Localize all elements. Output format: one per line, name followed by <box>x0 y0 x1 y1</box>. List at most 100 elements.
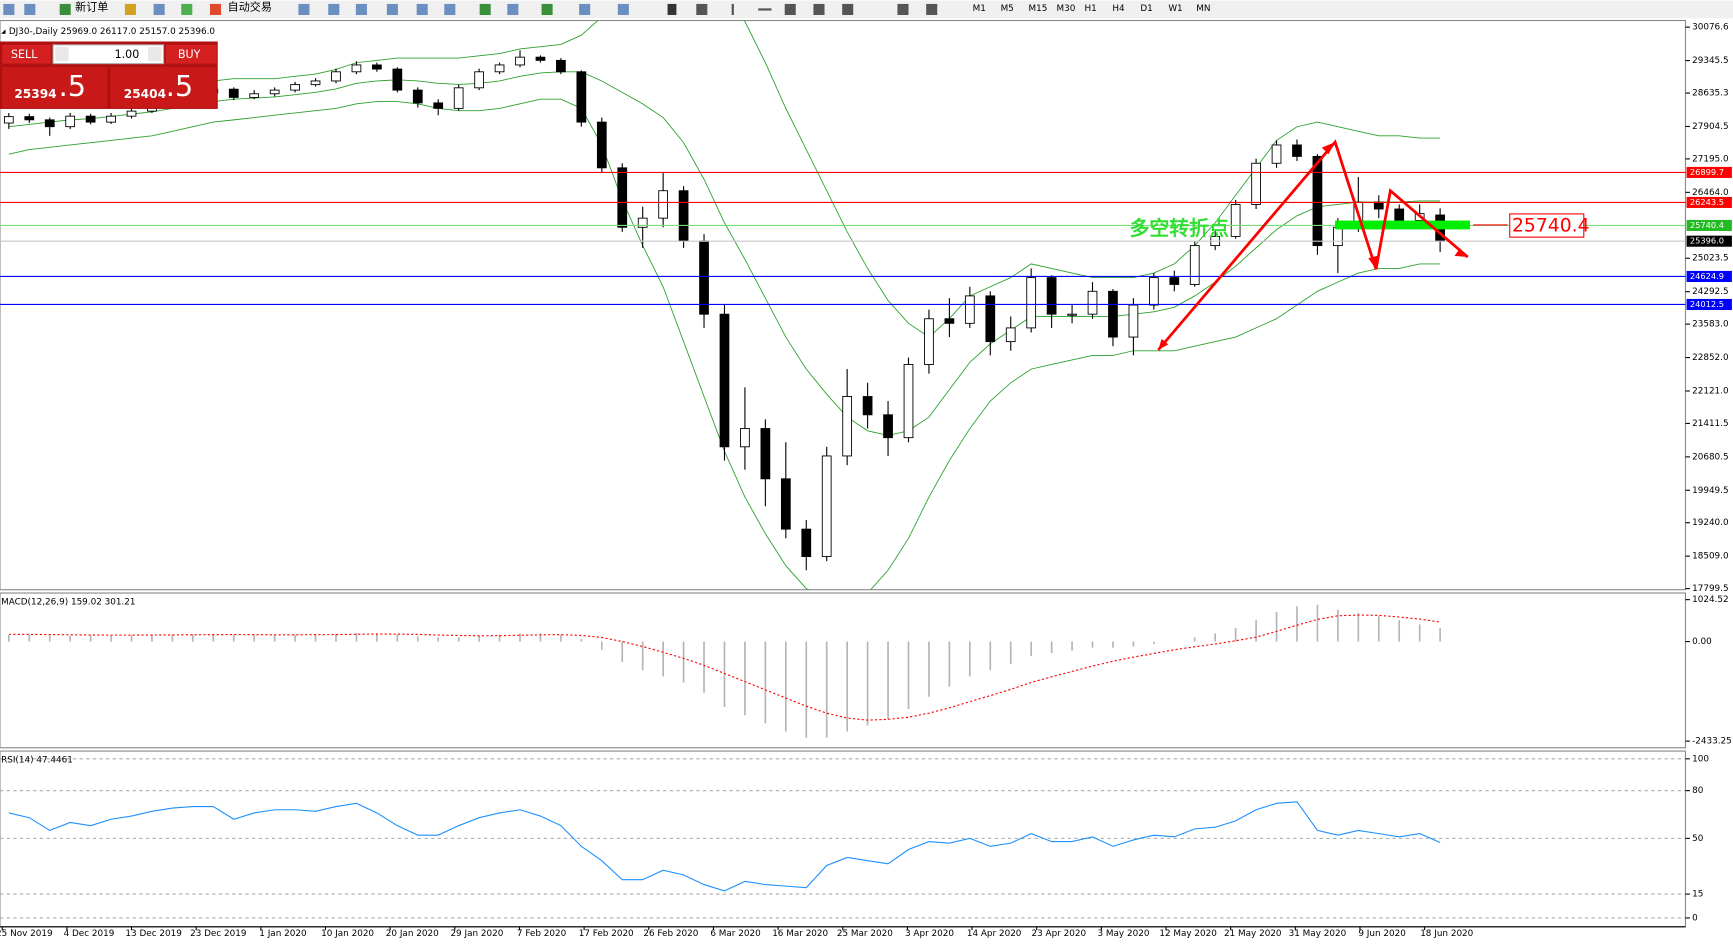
timeframe-button[interactable]: MN <box>1196 4 1210 14</box>
sell-price-fraction[interactable]: .5 <box>59 69 86 103</box>
candle-body <box>331 71 341 82</box>
rsi-title: RSI(14) 47.4461 <box>1 755 73 765</box>
price-level-label: 24012.5 <box>1690 299 1724 309</box>
x-tick-label: 26 Feb 2020 <box>643 929 698 939</box>
timeframe-button[interactable]: M5 <box>1001 4 1014 14</box>
price-level-tag <box>1686 196 1732 208</box>
y-tick-label: 28635.3 <box>1692 89 1729 99</box>
y-tick-label: 25023.5 <box>1692 254 1729 264</box>
x-tick-label: 9 Jun 2020 <box>1358 929 1406 939</box>
y-tick-label: 18509.0 <box>1692 552 1729 562</box>
timeframe-button[interactable]: M1 <box>973 4 986 14</box>
timeframe-button[interactable]: M15 <box>1029 4 1048 14</box>
y-tick-label: 21411.5 <box>1692 419 1729 429</box>
new-order-button[interactable]: 新订单 <box>75 0 108 13</box>
candle-body <box>637 217 648 228</box>
candle-body <box>65 115 76 128</box>
candle-body <box>106 115 116 123</box>
timeframe-button[interactable]: W1 <box>1168 4 1182 14</box>
x-tick-label: 21 May 2020 <box>1224 929 1282 939</box>
candle-body <box>290 84 300 91</box>
timeframe-button[interactable]: H1 <box>1084 4 1096 14</box>
candle-body <box>44 119 55 128</box>
chart-title: DJ30-,Daily 25969.0 26117.0 25157.0 2539… <box>9 27 216 37</box>
candle-body <box>126 110 137 117</box>
toolbar-icons <box>3 3 938 15</box>
y-tick-label: 24292.5 <box>1692 287 1729 297</box>
bollinger-middle <box>8 71 1441 436</box>
sell-price-box[interactable] <box>2 66 108 108</box>
candle-body <box>883 414 893 439</box>
lot-field[interactable] <box>52 44 165 65</box>
y-tick-label: 22121.0 <box>1692 386 1729 396</box>
macd-title: MACD(12,26,9) 159.02 301.21 <box>1 597 135 607</box>
y-tick-label: 27195.0 <box>1692 154 1729 164</box>
timeframe-button[interactable]: M30 <box>1056 4 1075 14</box>
candle-body <box>1169 277 1180 285</box>
x-tick-label: 23 Apr 2020 <box>1032 929 1087 939</box>
buy-price-fraction[interactable]: .5 <box>166 69 193 103</box>
x-tick-label: 18 Jun 2020 <box>1420 929 1473 939</box>
candle-body <box>903 364 914 439</box>
title-icon <box>1 29 6 34</box>
candle-body <box>617 167 628 228</box>
y-tick-label: 29345.5 <box>1692 56 1729 66</box>
candle-body <box>433 102 444 109</box>
candle-body <box>964 295 975 324</box>
candle-body <box>474 71 484 89</box>
candle-body <box>372 64 382 70</box>
x-tick-label: 23 Dec 2019 <box>190 929 246 939</box>
timeframe-button[interactable]: D1 <box>1140 4 1152 14</box>
candle-body <box>1373 201 1384 210</box>
y-tick-label: 50 <box>1692 834 1704 844</box>
y-tick-label: 0.00 <box>1692 637 1712 647</box>
candle-body <box>1292 144 1302 157</box>
price-level-label: 26243.5 <box>1690 197 1724 207</box>
buy-price[interactable]: 25404 <box>124 87 166 101</box>
sell-price[interactable]: 25394 <box>14 87 56 101</box>
candle-body <box>1333 226 1343 247</box>
candle-body <box>678 190 689 242</box>
y-tick-label: 17799.5 <box>1692 584 1729 594</box>
x-tick-label: 14 Apr 2020 <box>967 929 1022 939</box>
timeframe-bar: M1 M5 M15 M30 H1 H4 D1 W1 MN <box>973 4 1211 14</box>
axes: 30076.6 29345.5 28635.3 27904.5 27195.0 26464… <box>0 23 1732 939</box>
x-tick-label: 3 Apr 2020 <box>905 929 954 939</box>
candle-body <box>1148 277 1159 306</box>
sell-button[interactable] <box>2 44 51 64</box>
candle-body <box>310 80 321 86</box>
candle-body <box>24 116 35 121</box>
candle-body <box>1026 277 1037 329</box>
lot-value[interactable]: 1.00 <box>115 48 140 61</box>
candle-body <box>1087 290 1098 315</box>
buy-button[interactable] <box>165 44 217 64</box>
buy-price-box[interactable] <box>110 66 217 108</box>
x-tick-label: 1 Jan 2020 <box>259 929 307 939</box>
candle-body <box>658 190 669 219</box>
y-tick-label: 20680.5 <box>1692 452 1729 462</box>
auto-trading-button[interactable]: 自动交易 <box>228 0 272 13</box>
price-level-tag <box>1686 235 1732 247</box>
price-level-label: 25740.4 <box>1690 220 1724 230</box>
x-tick-label: 4 Dec 2019 <box>64 929 115 939</box>
sell-label[interactable]: SELL <box>11 48 38 61</box>
candle-body <box>821 455 832 558</box>
candle-body <box>392 68 403 91</box>
x-tick-label: 3 May 2020 <box>1097 929 1149 939</box>
candle-body <box>1046 277 1057 315</box>
candle-body <box>3 116 14 124</box>
x-tick-label: 7 Feb 2020 <box>517 929 567 939</box>
price-level-label: 26899.7 <box>1690 167 1724 177</box>
price-level-label: 24624.9 <box>1690 271 1724 281</box>
candle-body <box>85 115 96 123</box>
candle-body <box>985 295 996 343</box>
candle-body <box>1312 155 1323 247</box>
x-tick-label: 13 Dec 2019 <box>125 929 181 939</box>
y-tick-label: 19240.0 <box>1692 518 1729 528</box>
timeframe-button[interactable]: H4 <box>1112 4 1125 14</box>
candle-body <box>1189 245 1200 285</box>
x-tick-label: 25 Nov 2019 <box>0 929 53 939</box>
x-tick-label: 17 Feb 2020 <box>579 929 634 939</box>
buy-label[interactable]: BUY <box>178 48 201 61</box>
